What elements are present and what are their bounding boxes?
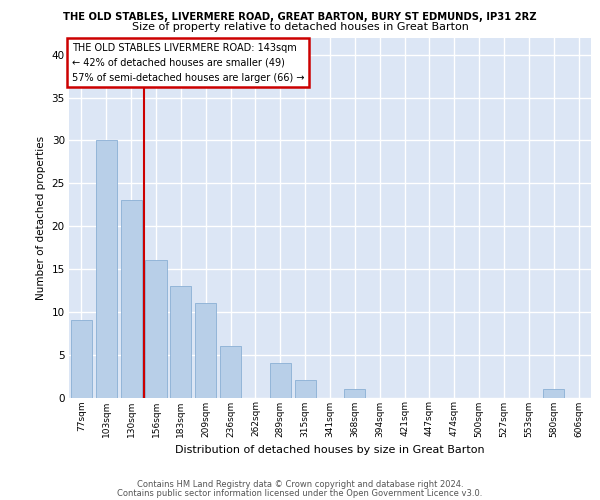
Y-axis label: Number of detached properties: Number of detached properties bbox=[36, 136, 46, 300]
Text: THE OLD STABLES LIVERMERE ROAD: 143sqm
← 42% of detached houses are smaller (49): THE OLD STABLES LIVERMERE ROAD: 143sqm ←… bbox=[71, 43, 304, 82]
Bar bbox=[195, 303, 216, 398]
Bar bbox=[344, 389, 365, 398]
X-axis label: Distribution of detached houses by size in Great Barton: Distribution of detached houses by size … bbox=[175, 445, 485, 455]
Bar bbox=[170, 286, 191, 398]
Text: Contains HM Land Registry data © Crown copyright and database right 2024.: Contains HM Land Registry data © Crown c… bbox=[137, 480, 463, 489]
Bar bbox=[71, 320, 92, 398]
Bar bbox=[96, 140, 117, 398]
Bar bbox=[295, 380, 316, 398]
Bar bbox=[145, 260, 167, 398]
Text: Size of property relative to detached houses in Great Barton: Size of property relative to detached ho… bbox=[131, 22, 469, 32]
Text: THE OLD STABLES, LIVERMERE ROAD, GREAT BARTON, BURY ST EDMUNDS, IP31 2RZ: THE OLD STABLES, LIVERMERE ROAD, GREAT B… bbox=[63, 12, 537, 22]
Text: Contains public sector information licensed under the Open Government Licence v3: Contains public sector information licen… bbox=[118, 488, 482, 498]
Bar bbox=[220, 346, 241, 398]
Bar bbox=[543, 389, 564, 398]
Bar bbox=[121, 200, 142, 398]
Bar bbox=[270, 363, 291, 398]
